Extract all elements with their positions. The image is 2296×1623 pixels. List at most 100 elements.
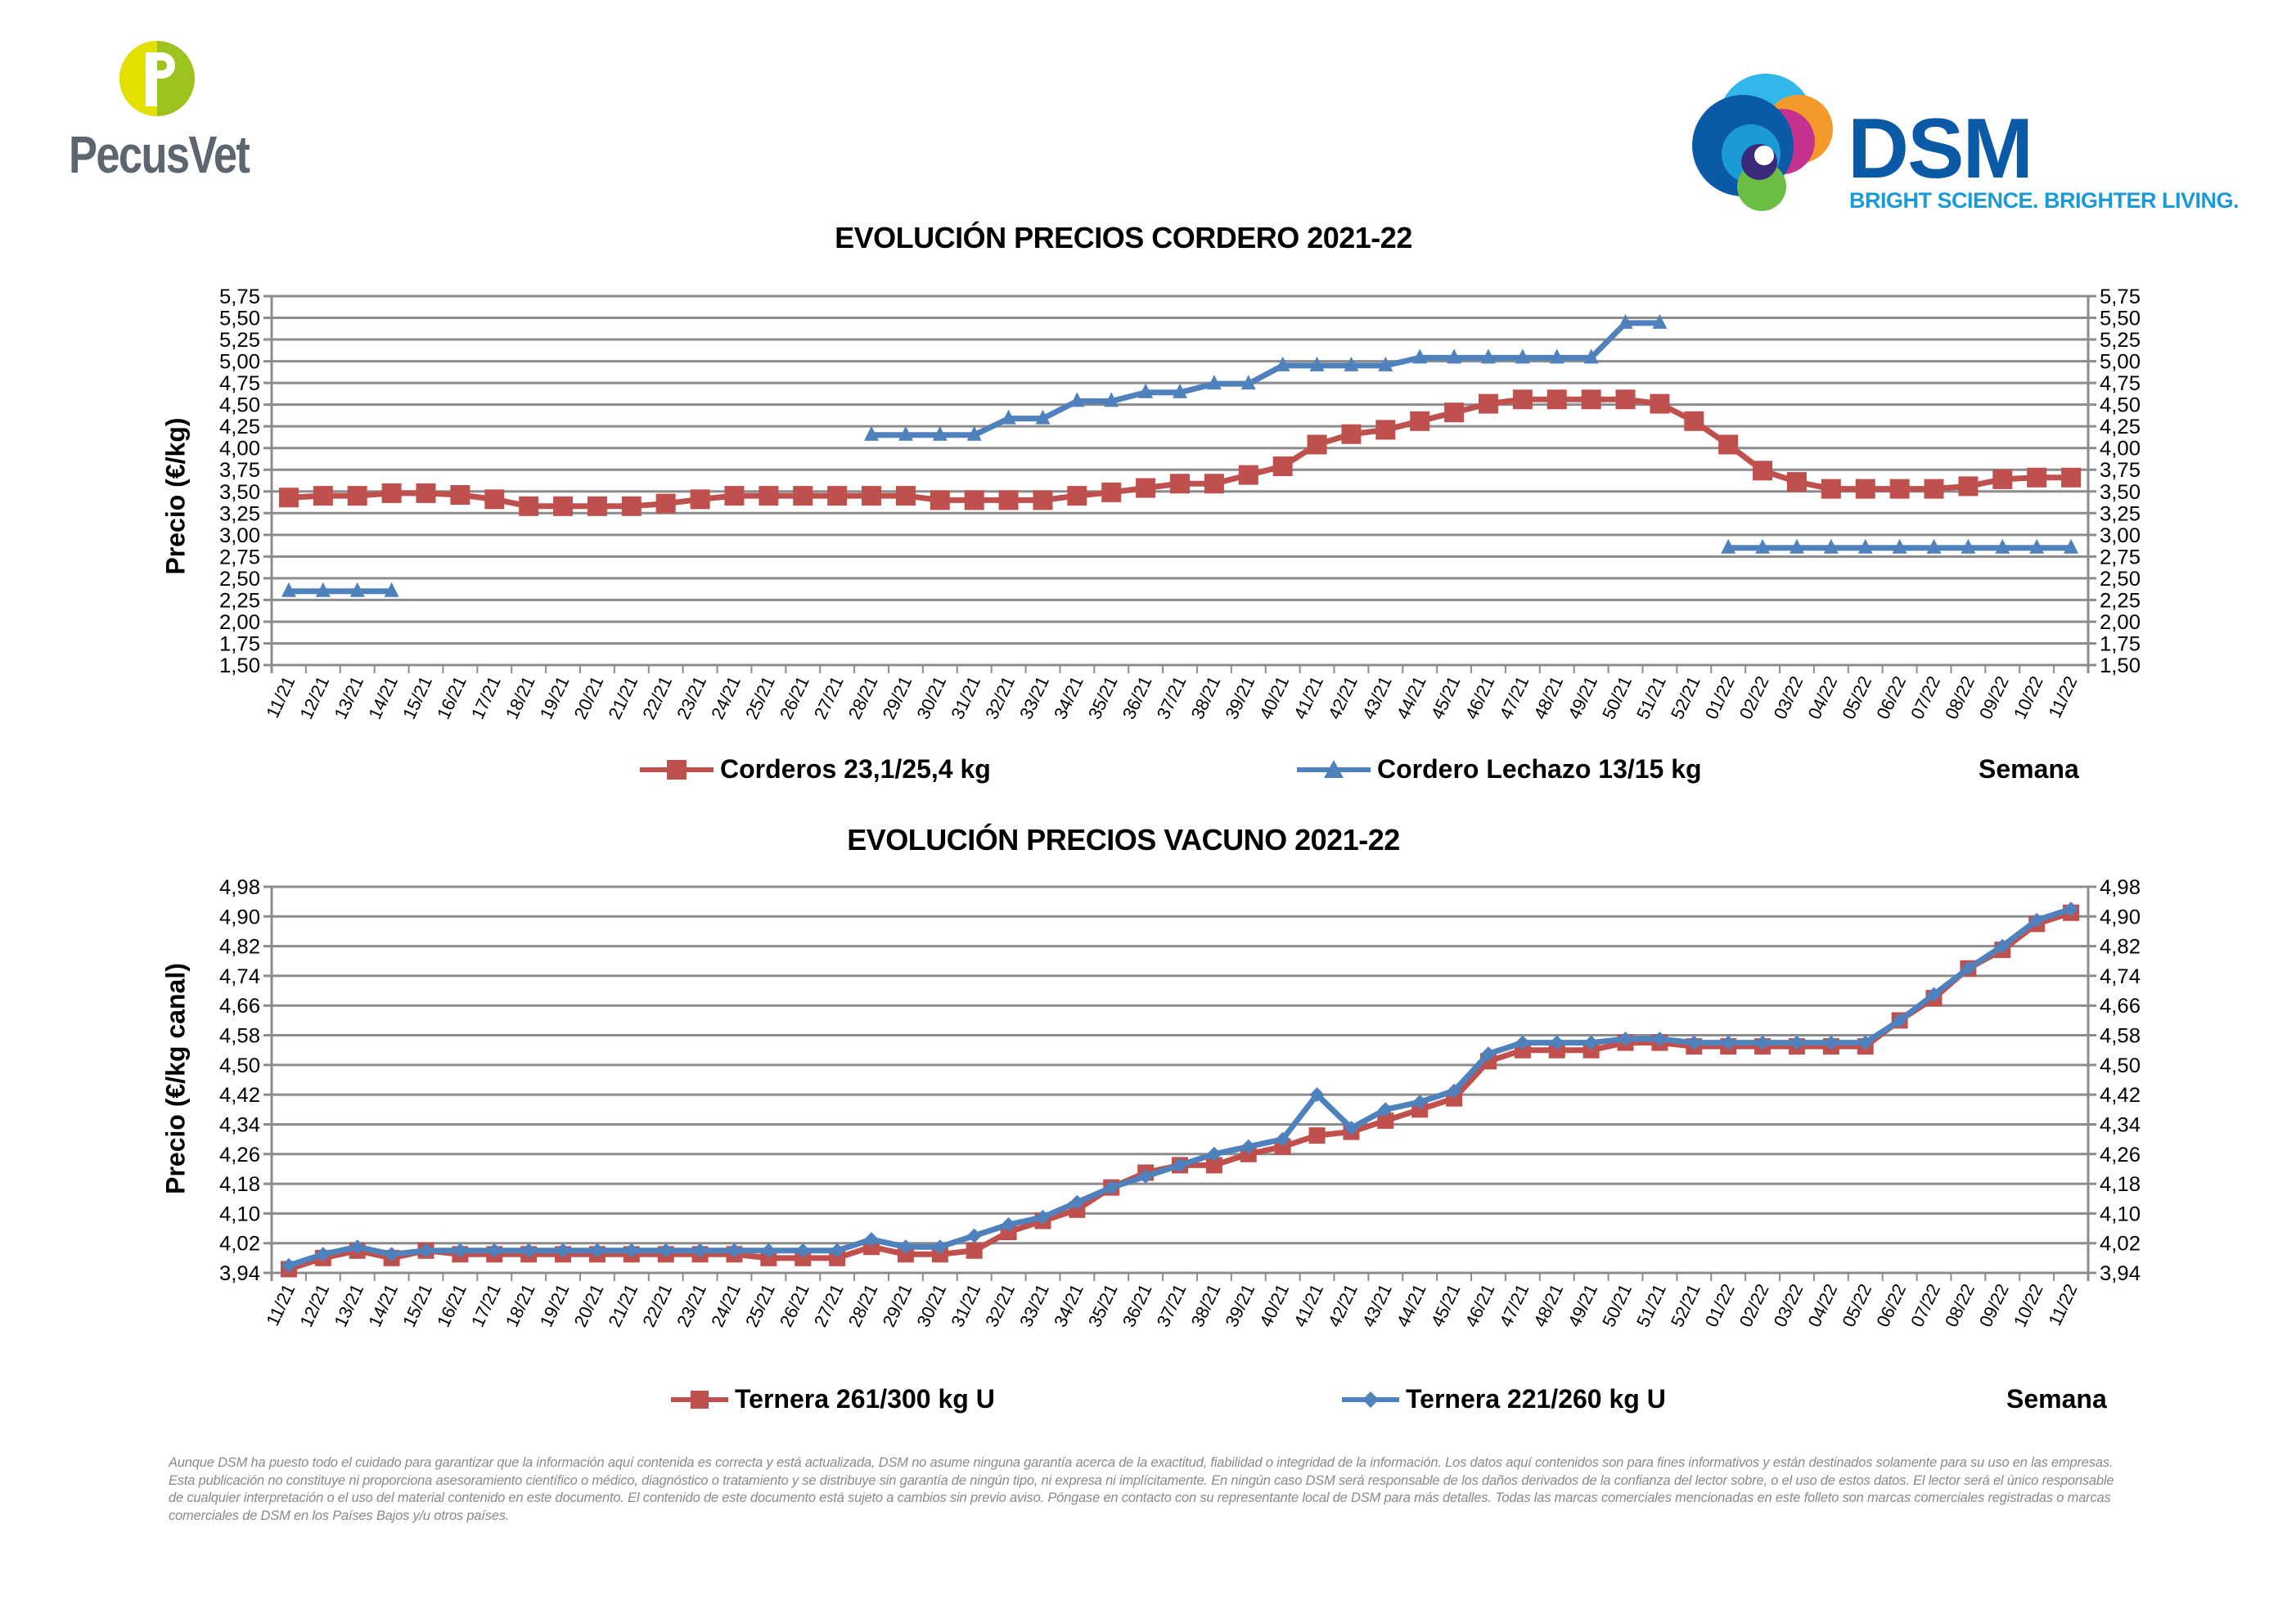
data-point-square: [1204, 474, 1224, 494]
data-point-square: [1136, 478, 1156, 498]
data-point-triangle: [1961, 538, 1976, 554]
data-point-triangle: [898, 425, 913, 441]
legend-label: Ternera 221/260 kg U: [1406, 1384, 1666, 1414]
data-point-triangle: [1857, 538, 1873, 554]
x-tick-label: 45/21: [1427, 1281, 1465, 1330]
y-tick-label-left: 2,75: [219, 546, 260, 569]
y-tick-label-left: 4,00: [219, 438, 260, 461]
data-point-square: [964, 490, 984, 510]
data-point-square: [930, 490, 950, 510]
data-point-square: [1546, 389, 1567, 410]
data-point-diamond: [658, 1243, 673, 1258]
x-tick-label: 24/21: [707, 1281, 745, 1330]
data-point-diamond: [1755, 1035, 1771, 1050]
data-point-diamond: [1789, 1035, 1804, 1050]
dsm-wordmark: DSM: [1848, 101, 2033, 196]
y-tick-label-left: 1,75: [219, 632, 260, 655]
data-point-diamond: [1652, 1032, 1668, 1047]
x-tick-label: 52/21: [1667, 1281, 1704, 1330]
x-tick-label: 11/21: [262, 1281, 299, 1329]
data-point-square: [1821, 479, 1841, 499]
y-tick-label-left: 1,50: [219, 654, 260, 677]
data-point-square: [1067, 486, 1087, 506]
data-point-square: [347, 486, 367, 506]
y-tick-label-left: 5,75: [219, 285, 260, 308]
data-point-diamond: [2029, 912, 2045, 928]
data-point-square: [1650, 393, 1670, 414]
x-tick-label: 37/21: [1153, 1281, 1191, 1330]
y-tick-label-right: 2,00: [2100, 611, 2141, 634]
x-axis-title-cordero: Semana: [1979, 754, 2079, 784]
y-tick-label-left: 4,58: [219, 1025, 260, 1048]
data-point-square: [760, 1249, 777, 1266]
data-point-triangle: [1721, 538, 1736, 554]
data-point-triangle: [1583, 348, 1599, 364]
data-point-square: [1786, 472, 1807, 492]
y-tick-label-left: 4,66: [219, 995, 260, 1018]
y-tick-label-right: 3,00: [2100, 524, 2141, 547]
y-tick-label-right: 1,50: [2100, 654, 2141, 677]
data-point-square: [724, 486, 745, 506]
data-point-square: [1478, 393, 1498, 414]
y-tick-label-right: 4,58: [2100, 1025, 2141, 1048]
data-point-triangle: [1275, 356, 1290, 371]
x-tick-label: 02/22: [1736, 1281, 1773, 1330]
y-tick-label-right: 4,10: [2100, 1203, 2141, 1225]
legend-item-corderos: Corderos 23,1/25,4 kg: [640, 754, 991, 785]
legend-label: Ternera 261/300 kg U: [735, 1384, 995, 1414]
data-point-diamond: [1104, 1180, 1119, 1195]
data-point-square: [587, 496, 607, 516]
y-tick-label-right: 4,90: [2100, 906, 2141, 928]
data-point-triangle: [384, 582, 399, 597]
y-tick-label-right: 3,75: [2100, 459, 2141, 482]
x-tick-label: 48/21: [1529, 1281, 1567, 1330]
x-tick-label: 44/21: [1393, 1281, 1430, 1330]
x-tick-label: 39/21: [1221, 1281, 1258, 1330]
dsm-logo: DSM BRIGHT SCIENCE. BRIGHTER LIVING.: [1684, 64, 2240, 232]
data-point-square: [1205, 1157, 1222, 1174]
x-axis-title-vacuno: Semana: [2006, 1384, 2107, 1414]
data-point-diamond: [1823, 1035, 1839, 1050]
data-point-diamond: [349, 1239, 365, 1255]
data-point-triangle: [864, 425, 880, 441]
x-tick-label: 26/21: [776, 1281, 813, 1330]
data-point-square: [1582, 1041, 1600, 1059]
data-point-diamond: [556, 1243, 571, 1258]
data-point-triangle: [315, 582, 331, 597]
data-point-triangle: [1206, 375, 1222, 390]
data-point-triangle: [1652, 313, 1668, 329]
data-point-diamond: [1961, 960, 1976, 976]
x-tick-label: 43/21: [1358, 1281, 1396, 1330]
data-point-triangle: [281, 582, 296, 597]
x-tick-label: 17/21: [467, 1281, 505, 1330]
disclaimer-text: Aunque DSM ha puesto todo el cuidado par…: [169, 1455, 2114, 1523]
x-tick-label: 40/21: [1255, 1281, 1293, 1330]
data-point-triangle: [1755, 538, 1771, 554]
data-point-square: [1889, 479, 1910, 499]
y-tick-label-right: 4,42: [2100, 1084, 2141, 1107]
y-tick-label-left: 4,18: [219, 1173, 260, 1196]
data-point-diamond: [1173, 1158, 1187, 1173]
data-point-square: [1170, 474, 1190, 494]
data-point-diamond: [1275, 1131, 1290, 1147]
data-point-triangle: [1309, 356, 1325, 371]
data-point-diamond: [315, 1247, 331, 1262]
data-point-diamond: [521, 1243, 537, 1258]
data-point-diamond: [1583, 1035, 1599, 1050]
data-point-diamond: [692, 1243, 708, 1258]
data-point-square: [484, 489, 505, 510]
series-line-0: [287, 910, 2073, 1272]
data-point-diamond: [1138, 1169, 1154, 1184]
data-point-square: [1410, 411, 1430, 431]
x-tick-label: 16/21: [433, 1281, 470, 1330]
x-tick-label: 50/21: [1598, 1281, 1636, 1330]
y-tick-label-right: 4,25: [2100, 416, 2141, 438]
y-tick-label-right: 3,50: [2100, 481, 2141, 504]
data-point-triangle: [1378, 356, 1393, 371]
data-point-triangle: [1892, 538, 1907, 554]
x-tick-label: 09/22: [1975, 1281, 2013, 1330]
data-point-square: [690, 489, 710, 510]
data-point-diamond: [1447, 1083, 1462, 1099]
y-tick-label-left: 3,50: [219, 481, 260, 504]
